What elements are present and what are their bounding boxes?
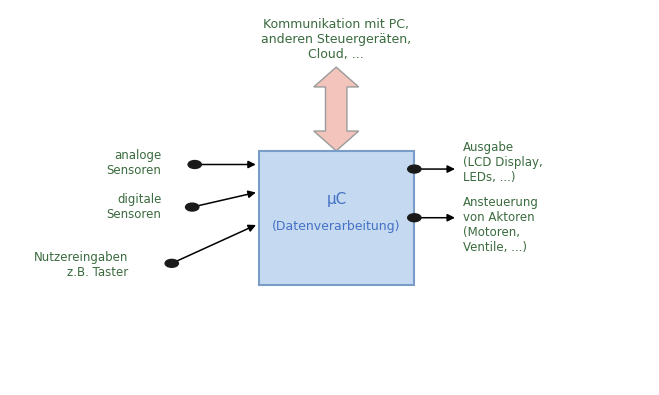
Text: digitale
Sensoren: digitale Sensoren [107,193,161,221]
FancyBboxPatch shape [258,151,415,285]
Text: (Datenverarbeitung): (Datenverarbeitung) [272,220,401,233]
Circle shape [408,214,421,222]
Polygon shape [314,67,358,151]
Circle shape [165,260,179,267]
Text: Ausgabe
(LCD Display,
LEDs, ...): Ausgabe (LCD Display, LEDs, ...) [463,141,542,184]
Text: analoge
Sensoren: analoge Sensoren [107,149,161,177]
Text: Nutzereingaben
z.B. Taster: Nutzereingaben z.B. Taster [34,251,129,279]
Circle shape [186,203,199,211]
Text: μC: μC [326,192,347,207]
Circle shape [408,165,421,173]
Text: Kommunikation mit PC,
anderen Steuergeräten,
Cloud, ...: Kommunikation mit PC, anderen Steuergerä… [261,18,411,61]
Text: Ansteuerung
von Aktoren
(Motoren,
Ventile, ...): Ansteuerung von Aktoren (Motoren, Ventil… [463,196,539,254]
Circle shape [188,160,202,168]
